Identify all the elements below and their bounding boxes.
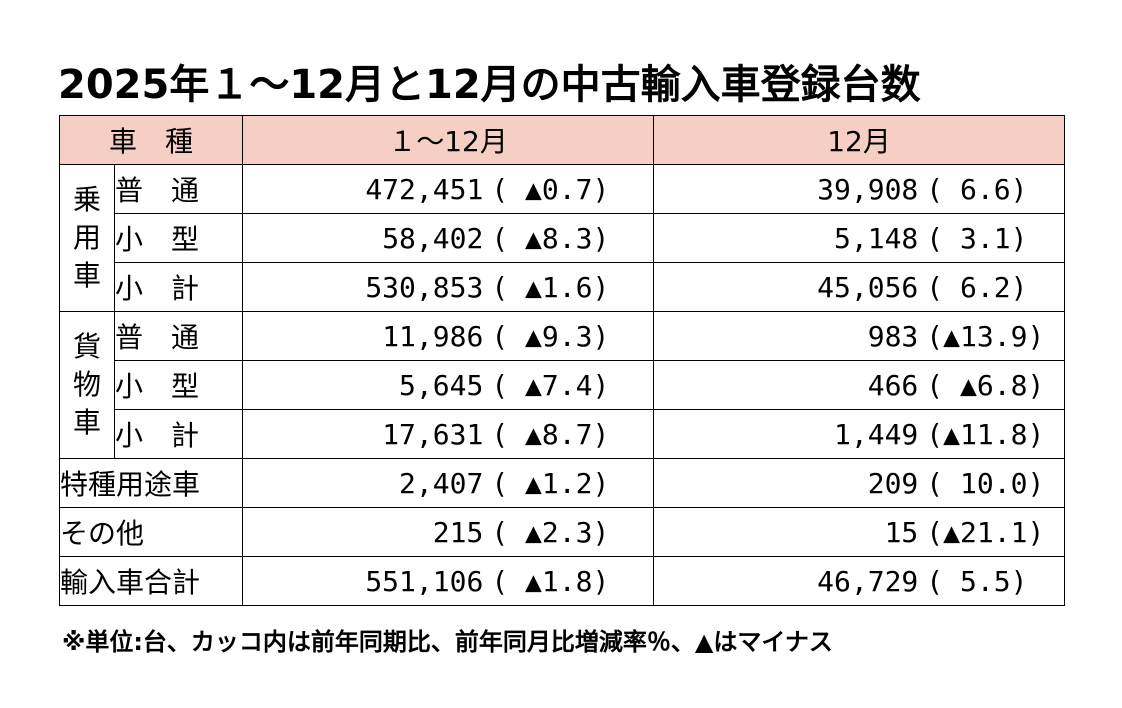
- jan-dec-change: ( ▲2.3): [491, 515, 610, 549]
- jan-dec-value: 551,106: [365, 564, 484, 598]
- table-row: 乗用車 普 通 472,451( ▲0.7) 39,908( 6.6): [59, 164, 1066, 312]
- december-value: 1,449: [834, 417, 919, 451]
- table-row: 小 型 58,402( ▲8.3) 5,148( 3.1): [60, 213, 1066, 263]
- registration-table: 車 種 １～12月 12月 乗用車 普 通 472,451( ▲0.7) 39,…: [58, 115, 1066, 606]
- jan-dec-value: 530,853: [365, 270, 484, 304]
- jan-dec-cell: 530,853( ▲1.6): [242, 262, 655, 312]
- group-label-cargo-text: 貨物車: [72, 330, 101, 439]
- december-change: ( 3.1): [926, 221, 1028, 255]
- header-jan-dec: １～12月: [242, 115, 655, 165]
- group-label-passenger: 乗用車: [59, 164, 115, 312]
- december-change: ( ▲6.8): [926, 368, 1045, 402]
- jan-dec-value: 5,645: [399, 368, 484, 402]
- december-value: 45,056: [817, 270, 919, 304]
- jan-dec-value: 2,407: [399, 466, 484, 500]
- jan-dec-cell: 551,106( ▲1.8): [242, 556, 655, 606]
- jan-dec-change: ( ▲1.8): [491, 564, 610, 598]
- december-change: ( 6.2): [926, 270, 1028, 304]
- december-cell: 5,148( 3.1): [653, 213, 1066, 263]
- table-row: 小 計 17,631( ▲8.7) 1,449 (▲11.8): [60, 409, 1066, 459]
- header-category: 車 種: [58, 115, 244, 165]
- table-row: その他 215( ▲2.3) 15 (▲21.1): [58, 507, 1066, 557]
- row-label: 小 型: [113, 213, 244, 263]
- jan-dec-cell: 2,407( ▲1.2): [242, 458, 655, 508]
- jan-dec-cell: 11,986( ▲9.3): [242, 311, 655, 361]
- row-label: 小 計: [113, 262, 244, 312]
- december-cell: 983 (▲13.9): [653, 311, 1066, 361]
- december-change: ( 10.0): [926, 466, 1045, 500]
- december-change: (▲21.1): [926, 515, 1045, 549]
- jan-dec-change: ( ▲8.3): [491, 221, 610, 255]
- jan-dec-change: ( ▲1.6): [491, 270, 610, 304]
- december-value: 15: [884, 515, 919, 549]
- table-row: 小 型 5,645( ▲7.4) 466( ▲6.8): [60, 360, 1066, 410]
- december-cell: 15 (▲21.1): [653, 507, 1066, 557]
- december-change: (▲11.8): [926, 417, 1045, 451]
- jan-dec-cell: 58,402( ▲8.3): [242, 213, 655, 263]
- december-cell: 209( 10.0): [653, 458, 1066, 508]
- jan-dec-change: ( ▲7.4): [491, 368, 610, 402]
- december-cell: 46,729( 5.5): [653, 556, 1066, 606]
- row-label: 小 計: [113, 409, 244, 459]
- jan-dec-change: ( ▲1.2): [491, 466, 610, 500]
- december-value: 209: [867, 466, 919, 500]
- group-label-passenger-text: 乗用車: [72, 183, 101, 292]
- jan-dec-cell: 215( ▲2.3): [242, 507, 655, 557]
- table-row-total: 輸入車合計 551,106( ▲1.8) 46,729( 5.5): [58, 556, 1066, 606]
- table-row: 特種用途車 2,407( ▲1.2) 209( 10.0): [58, 458, 1066, 508]
- jan-dec-change: ( ▲9.3): [491, 319, 610, 353]
- jan-dec-value: 11,986: [382, 319, 484, 353]
- december-cell: 466( ▲6.8): [653, 360, 1066, 410]
- december-cell: 1,449 (▲11.8): [653, 409, 1066, 459]
- footnote: ※単位:台、カッコ内は前年同期比、前年同月比増減率％、▲はマイナス: [62, 628, 833, 656]
- december-change: (▲13.9): [926, 319, 1045, 353]
- table-row: 小 計 530,853( ▲1.6) 45,056( 6.2): [60, 262, 1066, 312]
- december-value: 466: [867, 368, 919, 402]
- page-title: 2025年１～12月と12月の中古輸入車登録台数: [58, 62, 921, 108]
- jan-dec-change: ( ▲0.7): [491, 172, 610, 206]
- jan-dec-cell: 472,451( ▲0.7): [242, 164, 655, 214]
- row-label: 特種用途車: [58, 458, 244, 508]
- jan-dec-value: 58,402: [382, 221, 484, 255]
- jan-dec-cell: 5,645( ▲7.4): [242, 360, 655, 410]
- group-label-cargo: 貨物車: [59, 311, 115, 459]
- jan-dec-change: ( ▲8.7): [491, 417, 610, 451]
- row-label: 普 通: [113, 311, 244, 361]
- row-label: 普 通: [113, 164, 244, 214]
- december-cell: 39,908( 6.6): [653, 164, 1066, 214]
- row-label: その他: [58, 507, 244, 557]
- row-label: 輸入車合計: [58, 556, 244, 606]
- december-change: ( 5.5): [926, 564, 1028, 598]
- december-cell: 45,056( 6.2): [653, 262, 1066, 312]
- table-header-row: 車 種 １～12月 12月: [58, 115, 1066, 165]
- jan-dec-value: 472,451: [365, 172, 484, 206]
- jan-dec-cell: 17,631( ▲8.7): [242, 409, 655, 459]
- table-row: 貨物車 普 通 11,986( ▲9.3) 983 (▲13.9): [59, 311, 1066, 459]
- december-value: 39,908: [817, 172, 919, 206]
- december-value: 983: [867, 319, 919, 353]
- header-december: 12月: [653, 115, 1066, 165]
- row-label: 小 型: [113, 360, 244, 410]
- december-value: 46,729: [817, 564, 919, 598]
- december-change: ( 6.6): [926, 172, 1028, 206]
- jan-dec-value: 17,631: [382, 417, 484, 451]
- december-value: 5,148: [834, 221, 919, 255]
- jan-dec-value: 215: [432, 515, 484, 549]
